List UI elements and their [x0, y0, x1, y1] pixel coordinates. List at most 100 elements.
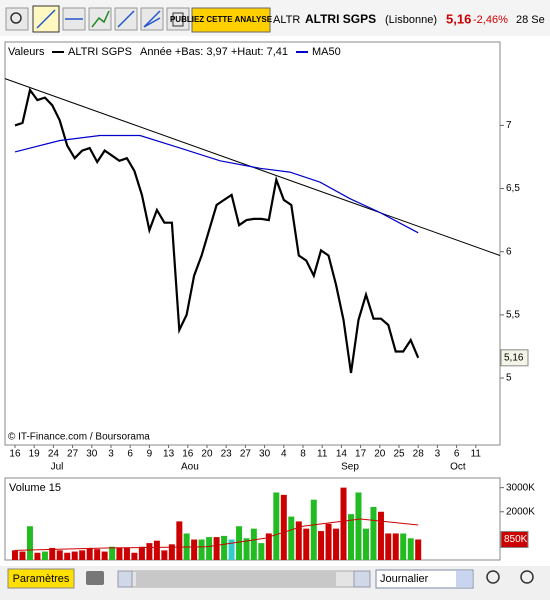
- y-tick-label: 6: [506, 246, 512, 257]
- x-tick-label: 11: [317, 449, 328, 460]
- volume-bar: [213, 537, 220, 560]
- x-tick-label: 16: [9, 449, 21, 460]
- month-label: Oct: [450, 462, 466, 473]
- x-tick-label: 30: [86, 449, 98, 460]
- volume-bar: [333, 528, 340, 560]
- volume-bar: [228, 539, 235, 560]
- x-tick-label: 17: [355, 449, 367, 460]
- stock-date: 28 Se: [516, 14, 545, 26]
- x-tick-label: 11: [471, 449, 482, 460]
- volume-bar: [71, 551, 78, 560]
- x-tick-label: 16: [182, 449, 194, 460]
- volume-bar: [310, 499, 317, 560]
- volume-bar: [109, 546, 116, 560]
- volume-bar: [206, 537, 213, 560]
- last-value-label: 850K: [504, 534, 528, 545]
- x-tick-label: 27: [240, 449, 252, 460]
- volume-bar: [370, 506, 377, 560]
- volume-bar: [243, 538, 250, 560]
- legend-label: MA50: [312, 46, 341, 58]
- y-tick-label: 5,5: [506, 310, 520, 321]
- fan-icon: [143, 10, 161, 28]
- volume-ma: [14, 518, 419, 551]
- volume-bar: [377, 511, 384, 560]
- volume-bar: [11, 550, 18, 560]
- volume-bar: [355, 492, 362, 560]
- volume-bar: [34, 552, 41, 560]
- x-tick-label: 3: [435, 449, 441, 460]
- volume-bar: [236, 526, 243, 560]
- volume-bar: [64, 552, 71, 560]
- x-tick-label: 19: [29, 449, 41, 460]
- volume-bar: [146, 543, 153, 560]
- zoom-icon: [10, 12, 22, 24]
- scroll-left[interactable]: [117, 570, 133, 588]
- zoom-out[interactable]: [486, 570, 500, 584]
- month-label: Jul: [51, 462, 64, 473]
- x-tick-label: 25: [393, 449, 405, 460]
- volume-bar: [161, 550, 168, 560]
- volume-bar: [288, 516, 295, 560]
- volume-bar: [303, 528, 310, 560]
- period-select[interactable]: [375, 569, 474, 589]
- y-tick-label: 3000K: [506, 482, 535, 493]
- volume-bar: [86, 547, 93, 560]
- line-icon: [36, 9, 56, 29]
- volume-bar: [168, 544, 175, 560]
- volume-bar: [318, 531, 325, 560]
- x-tick-label: 14: [336, 449, 348, 460]
- scroll-thumb[interactable]: [136, 572, 336, 586]
- volume-bar: [258, 543, 265, 560]
- volume-bar: [191, 539, 198, 560]
- volume-bar: [56, 550, 63, 560]
- volume-bar: [131, 552, 138, 560]
- x-tick-label: 9: [147, 449, 153, 460]
- y-tick-label: 6,5: [506, 183, 520, 194]
- volume-bar: [153, 540, 160, 560]
- credit: © IT-Finance.com / Boursorama: [8, 432, 150, 443]
- stock-market: (Lisbonne): [385, 14, 437, 26]
- volume-bar: [295, 521, 302, 560]
- publish-label: PUBLIEZ CETTE ANALYSE: [170, 15, 273, 24]
- last-value-box: [500, 531, 529, 548]
- print-button[interactable]: [86, 571, 104, 585]
- volume-bar: [362, 528, 369, 560]
- volume-title: Volume 15: [9, 482, 61, 494]
- x-tick-label: 20: [201, 449, 213, 460]
- last-value-box: [500, 349, 529, 367]
- scroll-right[interactable]: [353, 570, 371, 588]
- volume-bar: [221, 535, 228, 560]
- select-arrow[interactable]: [456, 571, 472, 587]
- month-label: Sep: [341, 462, 359, 473]
- volume-bar: [198, 539, 205, 560]
- stock-name: ALTRI SGPS: [305, 12, 376, 26]
- volume-bar: [116, 547, 123, 560]
- x-tick-label: 6: [127, 449, 133, 460]
- x-tick-label: 13: [163, 449, 175, 460]
- charts: 7 6,5 6 5,5 5 16 19 24 27 30 3 6 9 13 16 20 23 27 30 4 8 11 14…: [4, 46, 535, 560]
- params-button[interactable]: [7, 568, 75, 589]
- publish-button[interactable]: [191, 7, 271, 33]
- arrow-icon: [117, 10, 135, 28]
- volume-bar: [138, 546, 145, 560]
- volume-bar: [385, 533, 392, 560]
- volume-bar: [19, 551, 26, 560]
- volume-bar: [176, 521, 183, 560]
- x-tick-label: 24: [48, 449, 60, 460]
- volume-bar: [325, 523, 332, 560]
- last-value-label: 5,16: [504, 352, 524, 363]
- period-label: Journalier: [380, 573, 429, 585]
- volume-bar: [26, 526, 33, 560]
- zoom-in[interactable]: [520, 570, 534, 584]
- volume-bar: [94, 549, 101, 560]
- stock-price: 5,16: [446, 11, 471, 26]
- stock-change: -2,46%: [473, 14, 508, 26]
- volume-bar: [407, 538, 414, 560]
- volume-bar: [49, 547, 56, 560]
- volume-bar: [265, 533, 272, 560]
- price-line: [14, 134, 419, 234]
- zoom-tool[interactable]: [5, 7, 29, 31]
- volume-bar: [41, 551, 48, 560]
- volume-bar: [273, 492, 280, 560]
